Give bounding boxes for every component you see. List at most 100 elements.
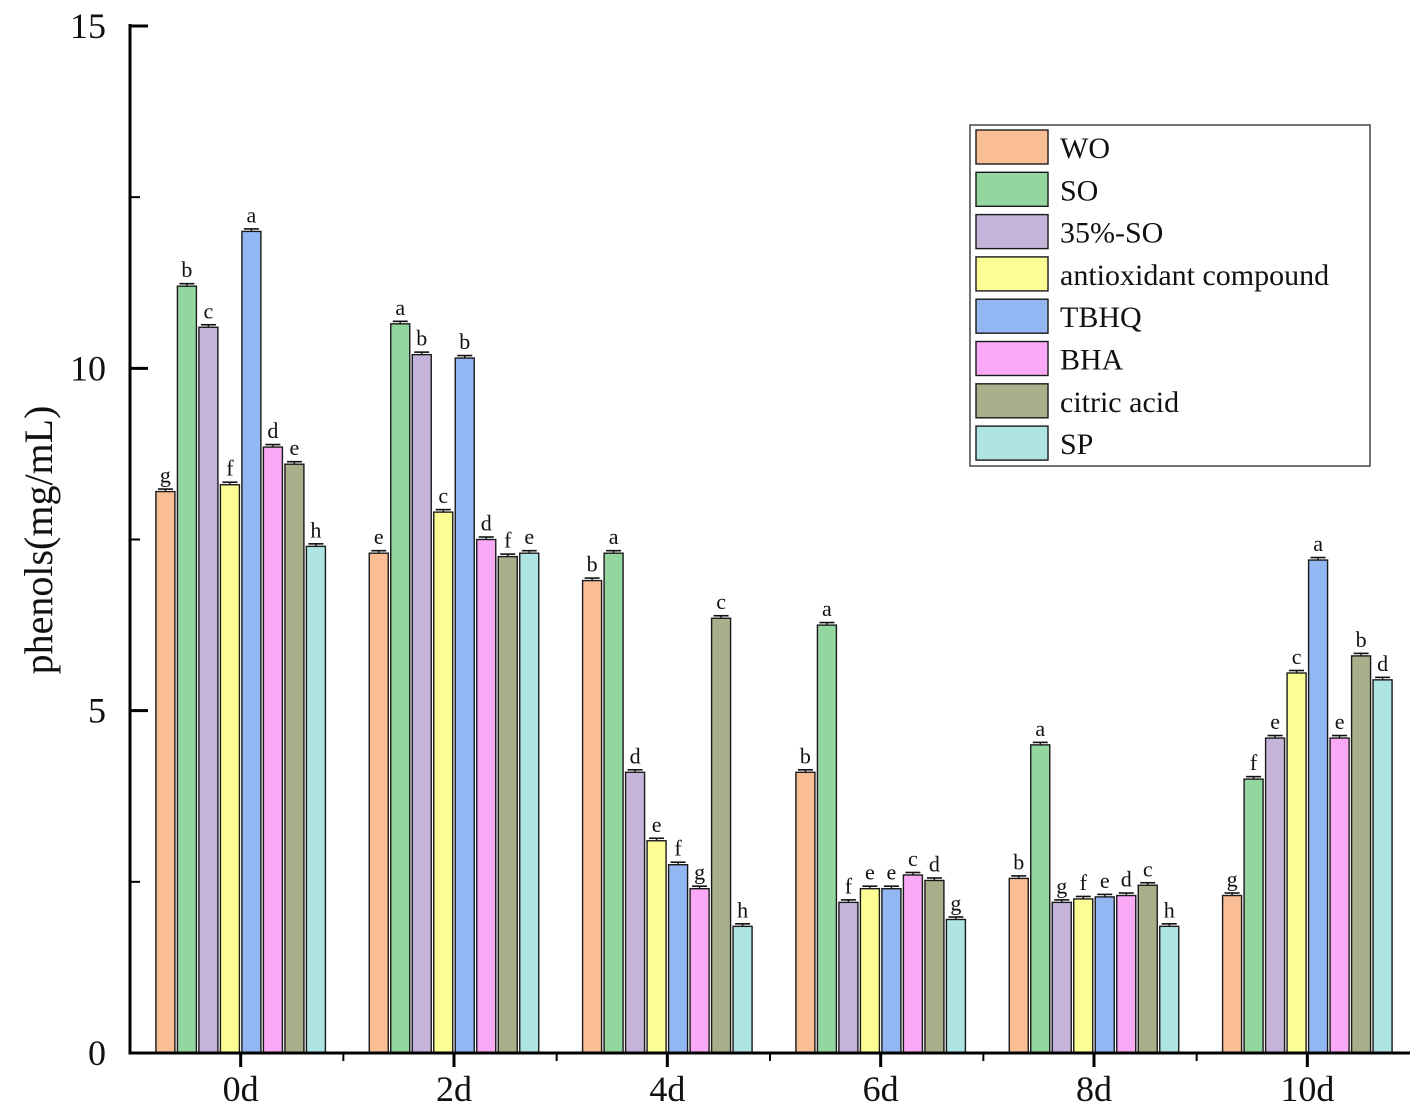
bar bbox=[1221, 894, 1243, 1054]
bar bbox=[368, 552, 389, 1054]
significance-label: c bbox=[908, 846, 918, 871]
x-tick-label: 8d bbox=[1076, 1069, 1112, 1109]
bar bbox=[411, 353, 432, 1054]
legend-swatch bbox=[975, 425, 1049, 461]
x-tick-label: 10d bbox=[1280, 1069, 1334, 1109]
y-tick-label: 15 bbox=[70, 6, 106, 46]
bar bbox=[305, 545, 327, 1054]
significance-label: b bbox=[1013, 849, 1024, 874]
legend-label: WO bbox=[1060, 132, 1110, 165]
bar bbox=[581, 579, 603, 1054]
significance-label: f bbox=[504, 528, 512, 553]
significance-label: g bbox=[694, 860, 705, 885]
significance-label: b bbox=[587, 552, 598, 577]
significance-label: c bbox=[438, 483, 448, 508]
bar bbox=[816, 624, 838, 1054]
bar bbox=[667, 864, 689, 1054]
bar bbox=[155, 490, 176, 1054]
bar bbox=[433, 511, 454, 1054]
bar bbox=[284, 463, 305, 1054]
legend-swatch bbox=[975, 383, 1049, 419]
legend-label: SP bbox=[1060, 428, 1093, 461]
significance-label: d bbox=[929, 851, 940, 876]
significance-label: f bbox=[226, 456, 234, 481]
bar bbox=[859, 887, 881, 1054]
bar bbox=[176, 285, 198, 1054]
significance-label: d bbox=[630, 743, 641, 768]
significance-label: d bbox=[1377, 651, 1388, 676]
legend: WO SO 35%-SO antioxidant compound TBHQ BHA cit… bbox=[969, 124, 1371, 467]
bar bbox=[1264, 737, 1286, 1054]
bar bbox=[838, 901, 859, 1054]
bar bbox=[454, 357, 475, 1054]
significance-label: g bbox=[160, 463, 171, 488]
significance-label: d bbox=[1121, 867, 1132, 892]
ticks-layer: 0 5 10 15 0d 2d 4d 6d 8d 10d bbox=[70, 6, 1334, 1109]
legend-swatch bbox=[975, 171, 1049, 208]
bar bbox=[1073, 898, 1094, 1054]
bar bbox=[924, 879, 945, 1054]
bar bbox=[1329, 737, 1350, 1054]
significance-label: d bbox=[481, 511, 492, 536]
bar bbox=[1350, 655, 1372, 1054]
significance-label: d bbox=[267, 418, 278, 443]
bar bbox=[1372, 679, 1393, 1054]
legend-swatch bbox=[975, 256, 1049, 292]
bar bbox=[1307, 559, 1329, 1054]
bar bbox=[241, 230, 262, 1054]
significance-label: e bbox=[524, 524, 534, 549]
significance-label: f bbox=[845, 873, 853, 898]
significance-label: e bbox=[652, 812, 662, 837]
bar bbox=[1159, 925, 1180, 1054]
significance-label: h bbox=[310, 517, 321, 542]
significance-label: f bbox=[1250, 750, 1258, 775]
legend-swatch bbox=[975, 298, 1049, 334]
x-tick-label: 0d bbox=[223, 1069, 259, 1109]
significance-label: c bbox=[1143, 856, 1153, 881]
bar bbox=[732, 925, 753, 1054]
significance-label: e bbox=[887, 860, 897, 885]
legend-swatch bbox=[975, 213, 1049, 250]
bar bbox=[198, 326, 219, 1054]
bar bbox=[497, 555, 518, 1054]
bar bbox=[476, 538, 497, 1054]
significance-label: a bbox=[822, 596, 832, 621]
bar bbox=[624, 771, 646, 1054]
significance-label: g bbox=[1227, 867, 1238, 892]
significance-label: a bbox=[609, 524, 619, 549]
significance-label: h bbox=[737, 897, 748, 922]
significance-label: c bbox=[1292, 644, 1302, 669]
y-tick-label: 10 bbox=[70, 348, 106, 388]
bar bbox=[1094, 896, 1115, 1054]
bar bbox=[689, 887, 710, 1054]
significance-label: c bbox=[204, 298, 214, 323]
significance-label: b bbox=[416, 326, 427, 351]
significance-label: e bbox=[1335, 709, 1345, 734]
bar bbox=[1116, 894, 1137, 1054]
significance-label: a bbox=[395, 295, 405, 320]
bar bbox=[646, 840, 667, 1054]
legend-swatch bbox=[975, 340, 1049, 377]
x-tick-label: 2d bbox=[436, 1069, 472, 1109]
legend-swatch bbox=[975, 129, 1049, 165]
legend-label: TBHQ bbox=[1060, 301, 1142, 334]
significance-label: g bbox=[1056, 873, 1067, 898]
significance-label: f bbox=[674, 836, 682, 861]
bar bbox=[1008, 877, 1029, 1054]
bar bbox=[1051, 901, 1072, 1054]
legend-label: 35%-SO bbox=[1060, 217, 1163, 250]
bar bbox=[1030, 744, 1051, 1054]
bar bbox=[1286, 672, 1307, 1054]
bar bbox=[881, 887, 902, 1054]
significance-label: a bbox=[1313, 531, 1323, 556]
significance-label: a bbox=[247, 202, 257, 227]
bar bbox=[1137, 884, 1158, 1054]
bar bbox=[710, 617, 732, 1054]
bar bbox=[795, 771, 816, 1054]
significance-label: b bbox=[800, 743, 811, 768]
legend-label: citric acid bbox=[1060, 386, 1179, 419]
y-tick-label: 0 bbox=[88, 1033, 106, 1073]
legend-label: antioxidant compound bbox=[1060, 259, 1329, 292]
